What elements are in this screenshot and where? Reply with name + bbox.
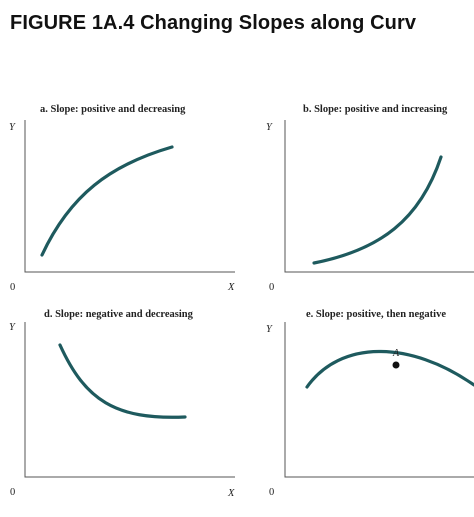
- panel-d-y-axis-label: Y: [9, 322, 16, 333]
- figure-title: FIGURE 1A.4 Changing Slopes along Curv: [10, 12, 417, 34]
- panel-d-axes: [24, 322, 235, 478]
- panel-a-x-axis-label: X: [227, 282, 235, 293]
- panel-d-x-axis-label: X: [227, 488, 235, 499]
- panel-e-curve: [305, 350, 474, 389]
- panel-d-origin-label: 0: [10, 487, 15, 498]
- panel-e-point-a-label: A: [392, 348, 400, 359]
- panel-a-curve: [40, 145, 174, 257]
- panel-a-title: a. Slope: positive and decreasing: [40, 104, 186, 115]
- panel-e-title: e. Slope: positive, then negative: [306, 309, 446, 320]
- panel-b-y-axis-label: Y: [266, 122, 273, 133]
- panel-d-curve: [58, 343, 187, 419]
- panel-e-axes: [284, 322, 474, 478]
- panel-a-axes: [24, 120, 235, 273]
- panel-b: b. Slope: positive and increasing Y 0: [266, 104, 474, 293]
- panel-d-title: d. Slope: negative and decreasing: [44, 309, 194, 320]
- panel-e-point-a-marker: [392, 361, 400, 369]
- panel-b-curve: [312, 155, 443, 265]
- panel-b-axes: [284, 120, 474, 273]
- panel-a: a. Slope: positive and decreasing Y 0 X: [9, 104, 235, 293]
- panel-e-y-axis-label: Y: [266, 324, 273, 335]
- panel-e: e. Slope: positive, then negative Y 0 A: [266, 309, 474, 498]
- panel-a-origin-label: 0: [10, 282, 15, 293]
- panel-e-origin-label: 0: [269, 487, 274, 498]
- panel-b-origin-label: 0: [269, 282, 274, 293]
- panel-d: d. Slope: negative and decreasing Y 0 X: [9, 309, 235, 499]
- panel-a-y-axis-label: Y: [9, 122, 16, 133]
- panel-b-title: b. Slope: positive and increasing: [303, 104, 448, 115]
